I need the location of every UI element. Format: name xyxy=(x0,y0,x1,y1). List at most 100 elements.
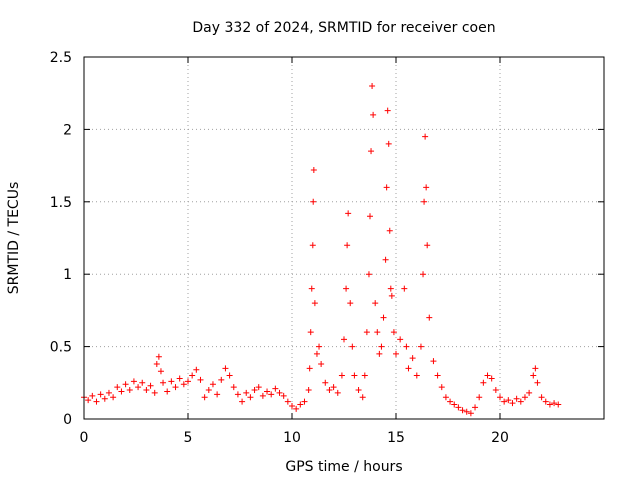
data-point xyxy=(308,285,315,292)
x-tick-label: 10 xyxy=(283,430,301,446)
data-point xyxy=(264,388,271,395)
data-point xyxy=(130,378,137,385)
data-point xyxy=(459,407,466,414)
data-point xyxy=(344,242,351,249)
data-point xyxy=(243,389,250,396)
data-point xyxy=(463,408,470,415)
data-point xyxy=(101,395,108,402)
data-point xyxy=(521,394,528,401)
data-point xyxy=(380,314,387,321)
data-point xyxy=(185,378,191,385)
data-point xyxy=(467,410,474,417)
data-point xyxy=(259,392,266,399)
data-point xyxy=(409,355,416,362)
y-tick-label: 1 xyxy=(63,267,72,283)
x-tick-label: 20 xyxy=(491,430,509,446)
data-point xyxy=(555,401,562,408)
data-point xyxy=(157,368,164,375)
data-point xyxy=(365,271,372,278)
data-point xyxy=(176,375,183,382)
data-point xyxy=(151,389,158,396)
data-point xyxy=(85,397,92,404)
data-point xyxy=(330,384,337,391)
x-axis-label: GPS time / hours xyxy=(285,459,402,475)
data-point xyxy=(349,343,356,350)
data-point xyxy=(234,391,241,398)
data-point xyxy=(442,394,449,401)
x-tick-label: 5 xyxy=(184,430,193,446)
data-point xyxy=(301,398,308,405)
data-point xyxy=(122,381,129,388)
data-point xyxy=(374,329,381,336)
x-tick-label: 15 xyxy=(387,430,405,446)
data-point xyxy=(297,401,304,408)
y-tick-label: 0 xyxy=(63,412,72,428)
data-point xyxy=(205,387,212,394)
data-point xyxy=(542,398,549,405)
data-point xyxy=(363,329,370,336)
data-point xyxy=(272,385,279,392)
y-tick-label: 1.5 xyxy=(50,195,72,211)
data-point xyxy=(214,391,221,398)
data-point xyxy=(118,388,125,395)
data-point xyxy=(313,350,320,357)
y-tick-label: 2 xyxy=(63,122,72,138)
data-point xyxy=(309,242,316,249)
data-point xyxy=(497,394,503,401)
data-point xyxy=(226,372,233,379)
data-point xyxy=(532,365,539,372)
data-point xyxy=(368,148,375,155)
data-point xyxy=(383,184,390,191)
data-point xyxy=(343,285,350,292)
data-point xyxy=(517,398,524,405)
data-point xyxy=(230,384,237,391)
data-point xyxy=(93,398,100,405)
x-tick-label: 0 xyxy=(80,430,89,446)
data-point xyxy=(284,398,291,405)
data-point xyxy=(372,300,379,307)
data-point xyxy=(476,394,483,401)
data-point xyxy=(110,394,117,401)
data-point xyxy=(222,365,229,372)
data-point xyxy=(426,314,433,321)
data-point xyxy=(370,111,377,118)
data-point xyxy=(334,389,341,396)
data-point xyxy=(501,398,508,405)
axis-ticks: 0 5 10 15 20 0 0.5 1 1.5 2 2.5 xyxy=(50,50,605,446)
data-point xyxy=(160,379,167,386)
data-point xyxy=(268,391,275,398)
data-point xyxy=(401,285,408,292)
data-point xyxy=(322,379,329,386)
data-point xyxy=(382,256,389,263)
data-point xyxy=(369,82,376,89)
grid-lines xyxy=(84,57,604,419)
data-point xyxy=(472,404,479,411)
data-point xyxy=(306,365,313,372)
data-point xyxy=(397,336,404,343)
data-point xyxy=(251,387,258,394)
data-point xyxy=(423,184,430,191)
data-point xyxy=(551,400,558,407)
data-point xyxy=(310,166,317,173)
data-point xyxy=(307,329,314,336)
data-point xyxy=(480,379,487,386)
data-point xyxy=(405,365,412,372)
data-point xyxy=(97,391,104,398)
data-point xyxy=(351,372,358,379)
data-point xyxy=(164,388,171,395)
data-point xyxy=(311,300,318,307)
data-point xyxy=(484,372,491,379)
data-points xyxy=(81,82,562,417)
data-point xyxy=(114,384,121,391)
data-point xyxy=(153,360,160,367)
data-point xyxy=(305,387,312,394)
data-point xyxy=(247,394,254,401)
y-tick-label: 2.5 xyxy=(50,50,72,66)
data-point xyxy=(105,389,112,396)
y-tick-label: 0.5 xyxy=(50,340,72,356)
data-point xyxy=(239,398,246,405)
data-point xyxy=(341,336,347,343)
data-point xyxy=(126,387,133,394)
data-point xyxy=(189,372,196,379)
